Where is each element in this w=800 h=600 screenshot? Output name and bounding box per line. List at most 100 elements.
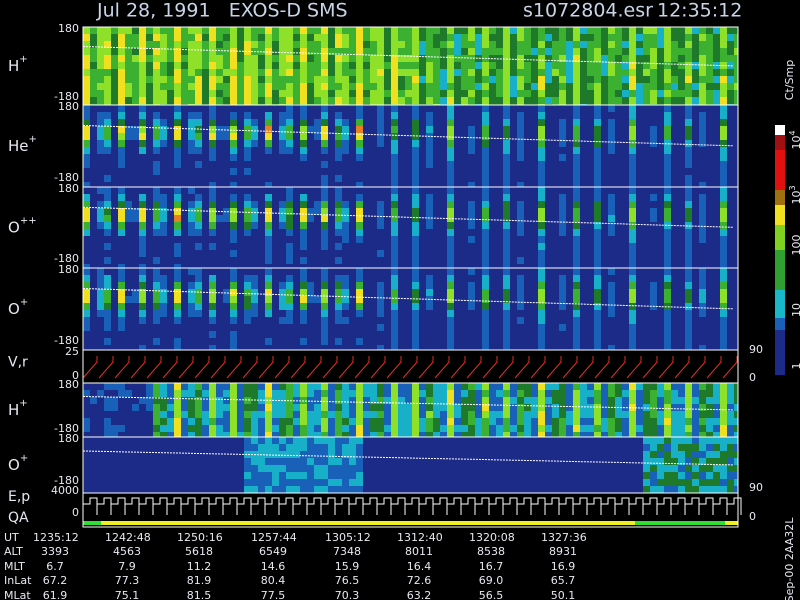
spectrogram-cell (461, 201, 468, 208)
spectrogram-cell (454, 250, 461, 257)
spectrogram-cell (146, 324, 153, 331)
spectrogram-cell (160, 425, 167, 432)
spectrogram-cell (272, 208, 279, 215)
spectrogram-cell (104, 119, 111, 126)
spectrogram-cell (643, 41, 650, 48)
spectrogram-cell (468, 69, 475, 76)
spectrogram-cell (727, 62, 734, 69)
spectrogram-cell (601, 119, 608, 126)
spectrogram-cell (594, 187, 601, 194)
spectrogram-cell (153, 48, 160, 55)
spectrogram-cell (629, 119, 636, 126)
spectrogram-cell (244, 182, 251, 187)
spectrogram-cell (216, 264, 223, 268)
spectrogram-cell (139, 432, 146, 437)
spectrogram-cell (293, 34, 300, 41)
spectrogram-cell (104, 264, 111, 268)
spectrogram-cell (454, 331, 461, 338)
spectrogram-cell (272, 324, 279, 331)
spectrogram-cell (349, 257, 356, 264)
spectrogram-cell (524, 187, 531, 194)
spectrogram-cell (713, 83, 720, 90)
spectrogram-cell (258, 317, 265, 324)
spectrogram-cell (524, 324, 531, 331)
spectrogram-cell (174, 264, 181, 268)
spectrogram-cell (559, 119, 566, 126)
spectrogram-cell (601, 62, 608, 69)
spectrogram-cell (384, 76, 391, 83)
spectrogram-cell (692, 76, 699, 83)
spectrogram-cell (678, 324, 685, 331)
spectrogram-cell (293, 83, 300, 90)
spectrogram-cell (139, 390, 146, 397)
spectrogram-cell (713, 175, 720, 182)
spectrogram-cell (83, 257, 90, 264)
spectrogram-cell (398, 34, 405, 41)
spectrogram-cell (433, 194, 440, 201)
spectrogram-cell (391, 140, 398, 147)
spectrogram-cell (202, 133, 209, 140)
spectrogram-cell (706, 289, 713, 296)
spectrogram-cell (517, 41, 524, 48)
spectrogram-cell (300, 27, 307, 34)
spectrogram-cell (657, 62, 664, 69)
spectrogram-cell (699, 182, 706, 187)
spectrogram-cell (356, 229, 363, 236)
spectrogram-cell (237, 194, 244, 201)
spectrogram-cell (419, 147, 426, 154)
spectrogram-cell (335, 208, 342, 215)
spectrogram-cell (734, 222, 738, 229)
spectrogram-cell (419, 317, 426, 324)
spectrogram-cell (657, 296, 664, 303)
spectrogram-cell (258, 264, 265, 268)
spectrogram-cell (692, 310, 699, 317)
spectrogram-cell (125, 175, 132, 182)
spectrogram-cell (489, 390, 496, 397)
spectrogram-cell (188, 97, 195, 104)
spectrogram-cell (153, 62, 160, 69)
spectrogram-cell (356, 331, 363, 338)
spectrogram-cell (104, 208, 111, 215)
spectrogram-cell (580, 161, 587, 168)
spectrogram-cell (195, 201, 202, 208)
spectrogram-cell (244, 390, 251, 397)
spectrogram-cell (83, 83, 90, 90)
spectrogram-cell (510, 208, 517, 215)
spectrogram-cell (727, 161, 734, 168)
spectrogram-cell (629, 229, 636, 236)
spectrogram-cell (384, 338, 391, 345)
spectrogram-cell (307, 133, 314, 140)
spectrogram-cell (370, 397, 377, 404)
spectrogram-cell (734, 182, 738, 187)
spectrogram-cell (447, 83, 454, 90)
spectrogram-cell (251, 289, 258, 296)
spectrogram-cell (244, 112, 251, 119)
spectrogram-cell (517, 90, 524, 97)
spectrogram-cell (377, 201, 384, 208)
spectrogram-cell (419, 432, 426, 437)
spectrogram-cell (727, 229, 734, 236)
spectrogram-cell (587, 324, 594, 331)
spectrogram-cell (405, 331, 412, 338)
spectrogram-cell (216, 140, 223, 147)
spectrogram-cell (279, 62, 286, 69)
spectrogram-cell (559, 324, 566, 331)
spectrogram-cell (293, 69, 300, 76)
spectrogram-cell (111, 383, 118, 390)
spectrogram-cell (629, 69, 636, 76)
spectrogram-cell (636, 90, 643, 97)
spectrogram-cell (440, 432, 447, 437)
spectrogram-cell (223, 264, 230, 268)
spectrogram-cell (335, 243, 342, 250)
spectrogram-cell (587, 289, 594, 296)
spectrogram-cell (209, 282, 216, 289)
spectrogram-cell (440, 222, 447, 229)
spectrogram-cell (230, 194, 237, 201)
spectrogram-cell (706, 112, 713, 119)
spectrogram-cell (398, 425, 405, 432)
spectrogram-cell (314, 126, 321, 133)
spectrogram-cell (636, 55, 643, 62)
spectrogram-cell (188, 119, 195, 126)
spectrogram-cell (160, 90, 167, 97)
spectrogram-cell (608, 296, 615, 303)
